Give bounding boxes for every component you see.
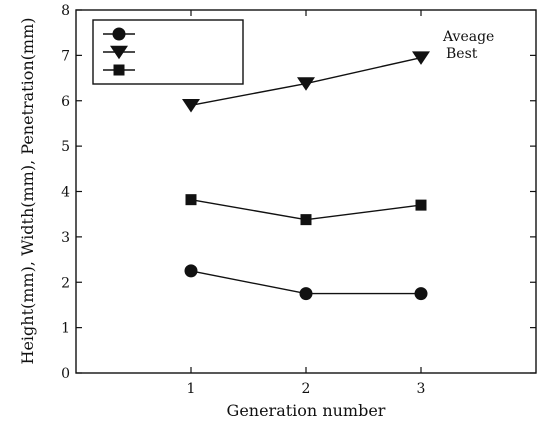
plot-frame — [75, 9, 537, 374]
series-0 — [184, 264, 428, 301]
y-tick-label-3: 3 — [61, 230, 70, 246]
annotation-best: Best — [446, 46, 478, 62]
series-2 — [185, 194, 427, 226]
legend — [92, 19, 244, 85]
legend-entry-1 — [103, 45, 135, 60]
y-tick-label-2: 2 — [61, 275, 70, 291]
series-0-point-2 — [414, 287, 428, 301]
y-tick-label-4: 4 — [61, 185, 70, 201]
series-layer — [182, 51, 430, 301]
legend-marker-0 — [112, 27, 126, 41]
annotation-average: Aveage — [442, 29, 494, 45]
legend-box — [92, 19, 244, 85]
series-0-point-1 — [299, 287, 313, 301]
x-tick-label-2: 3 — [417, 381, 426, 397]
x-tick-label-1: 2 — [302, 381, 311, 397]
y-tick-label-0: 0 — [61, 366, 70, 382]
y-tick-label-1: 1 — [61, 321, 70, 337]
ticks-layer: 0 1 2 3 4 5 6 7 8 1 2 3 — [61, 3, 536, 397]
y-tick-label-8: 8 — [61, 3, 70, 19]
series-1 — [182, 51, 430, 113]
series-2-point-0 — [185, 194, 197, 206]
legend-entry-2 — [103, 64, 135, 76]
series-1-point-2 — [412, 51, 430, 65]
x-tick-label-0: 1 — [187, 381, 196, 397]
x-axis-label: Generation number — [227, 401, 386, 420]
series-2-point-1 — [300, 214, 312, 226]
legend-marks — [103, 27, 135, 76]
legend-entry-0 — [103, 27, 135, 41]
series-0-point-0 — [184, 264, 198, 278]
series-2-point-2 — [415, 199, 427, 211]
y-tick-label-5: 5 — [61, 139, 70, 155]
series-1-point-0 — [182, 98, 200, 113]
y-tick-label-6: 6 — [61, 94, 70, 110]
y-tick-label-7: 7 — [61, 48, 70, 64]
series-1-point-1 — [297, 77, 315, 91]
y-axis-label: Height(mm), Width(mm), Penetration(mm) — [18, 18, 37, 365]
legend-marker-2 — [113, 64, 125, 76]
legend-marker-1 — [110, 45, 128, 60]
